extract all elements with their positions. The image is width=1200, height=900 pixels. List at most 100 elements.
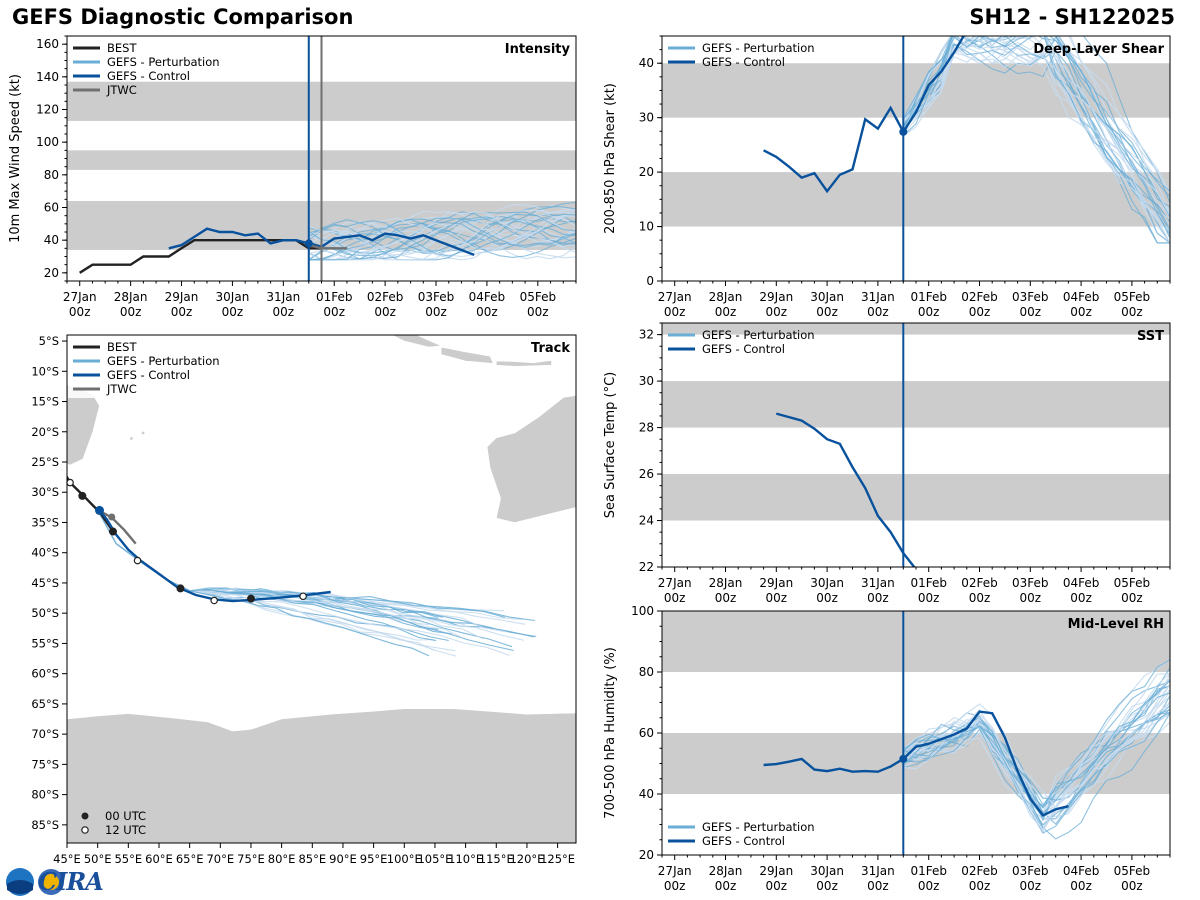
x-tick-sublabel: 00z <box>323 305 345 319</box>
x-tick-label: 110°E <box>448 852 483 866</box>
x-tick-label: 31Jan <box>861 290 895 304</box>
x-tick-sublabel: 00z <box>1070 879 1092 893</box>
y-axis-label: 700-500 hPa Humidity (%) <box>603 647 618 819</box>
x-tick-sublabel: 00z <box>969 305 991 319</box>
x-tick-label: 31Jan <box>266 290 300 304</box>
panel-title: Intensity <box>505 42 571 57</box>
y-tick-label: 35°S <box>31 515 59 529</box>
legend-entry: GEFS - Perturbation <box>107 354 220 368</box>
legend-00utc-label: 00 UTC <box>105 809 146 823</box>
intensity-panel: 20 40 60 80 100 120 140 160 10m Max Wind Speed (… <box>8 35 577 319</box>
jtwc-init-point <box>108 513 116 521</box>
y-tick-label: 25°S <box>31 455 59 469</box>
x-tick-sublabel: 00z <box>867 879 889 893</box>
x-tick-label: 31Jan <box>861 576 895 590</box>
lesser-sunda-land <box>495 360 552 367</box>
y-tick-label: 100 <box>631 604 654 618</box>
x-tick-sublabel: 00z <box>222 305 244 319</box>
marker-12utc <box>299 592 307 601</box>
legend-12utc-marker <box>81 826 89 834</box>
x-tick-label: 28Jan <box>114 290 148 304</box>
init-point <box>95 505 105 515</box>
x-tick-label: 02Feb <box>367 290 404 304</box>
perturbation-track <box>99 513 434 641</box>
x-tick-sublabel: 00z <box>816 305 838 319</box>
y-tick-label: 55°S <box>31 636 59 650</box>
reunion-land <box>130 437 133 440</box>
y-tick-label: 85°S <box>31 818 59 832</box>
panel-title: Deep-Layer Shear <box>1033 42 1164 57</box>
x-tick-label: 65°E <box>176 852 204 866</box>
x-tick-label: 120°E <box>509 852 544 866</box>
y-tick-label: 60 <box>44 201 59 215</box>
java-land <box>440 346 494 364</box>
x-tick-label: 80°E <box>268 852 296 866</box>
y-tick-label: 40 <box>44 233 59 247</box>
x-tick-label: 125°E <box>540 852 575 866</box>
perturbation-line <box>308 218 576 261</box>
perturbation-line <box>902 46 1170 215</box>
x-tick-label: 30Jan <box>810 576 844 590</box>
legend-entry: GEFS - Control <box>702 55 785 69</box>
shaded-band <box>662 474 1170 521</box>
x-tick-sublabel: 00z <box>664 591 686 605</box>
perturbation-line <box>308 217 576 261</box>
shaded-band <box>662 172 1170 227</box>
x-tick-sublabel: 00z <box>1121 305 1143 319</box>
x-tick-sublabel: 00z <box>374 305 396 319</box>
marker-00utc <box>176 584 185 593</box>
perturbation-line <box>308 224 576 261</box>
control-line <box>763 710 1069 817</box>
y-tick-label: 20°S <box>31 425 59 439</box>
perturbation-line <box>902 36 1170 230</box>
figure-title: GEFS Diagnostic Comparison <box>12 5 354 29</box>
x-tick-label: 04Feb <box>1063 864 1100 878</box>
marker-12utc <box>210 596 218 605</box>
x-tick-sublabel: 00z <box>918 879 940 893</box>
x-tick-label: 60°E <box>145 852 173 866</box>
legend-entry: GEFS - Perturbation <box>702 328 815 342</box>
y-axis-label: 200-850 hPa Shear (kt) <box>603 83 618 234</box>
perturbation-line <box>903 673 1170 835</box>
x-tick-sublabel: 00z <box>1020 305 1042 319</box>
perturbation-line <box>902 683 1170 831</box>
y-tick-label: 40°S <box>31 546 59 560</box>
x-tick-sublabel: 00z <box>715 879 737 893</box>
perturbation-line <box>308 211 576 260</box>
y-tick-label: 60°S <box>31 667 59 681</box>
x-tick-label: 02Feb <box>961 576 998 590</box>
x-tick-sublabel: 00z <box>476 305 498 319</box>
jtwc-line <box>308 243 347 250</box>
x-tick-label: 01Feb <box>316 290 353 304</box>
shaded-band <box>662 611 1170 672</box>
perturbation-track <box>99 513 430 657</box>
x-tick-label: 27Jan <box>658 290 692 304</box>
y-tick-label: 24 <box>639 514 654 528</box>
legend-entry: GEFS - Perturbation <box>702 820 815 834</box>
x-tick-label: 05Feb <box>1114 290 1151 304</box>
y-tick-label: 65°S <box>31 697 59 711</box>
x-tick-label: 02Feb <box>961 864 998 878</box>
x-tick-label: 28Jan <box>709 864 743 878</box>
perturbation-track <box>99 513 484 640</box>
sumatra-land <box>391 335 443 348</box>
australia-land <box>486 395 576 523</box>
y-tick-label: 22 <box>639 560 654 574</box>
y-tick-label: 140 <box>36 70 59 84</box>
legend-entry: BEST <box>107 41 137 55</box>
legend-12utc-label: 12 UTC <box>105 823 146 837</box>
y-tick-label: 30°S <box>31 485 59 499</box>
x-tick-label: 100°E <box>387 852 422 866</box>
x-tick-label: 28Jan <box>709 290 743 304</box>
x-tick-sublabel: 00z <box>273 305 295 319</box>
x-tick-label: 85°E <box>298 852 326 866</box>
perturbation-members <box>308 201 576 261</box>
y-tick-label: 80°S <box>31 788 59 802</box>
perturbation-track <box>99 513 437 642</box>
x-tick-sublabel: 00z <box>1020 879 1042 893</box>
legend-entry: GEFS - Perturbation <box>107 55 220 69</box>
y-axis-label: 10m Max Wind Speed (kt) <box>8 74 23 243</box>
x-tick-label: 29Jan <box>759 864 793 878</box>
